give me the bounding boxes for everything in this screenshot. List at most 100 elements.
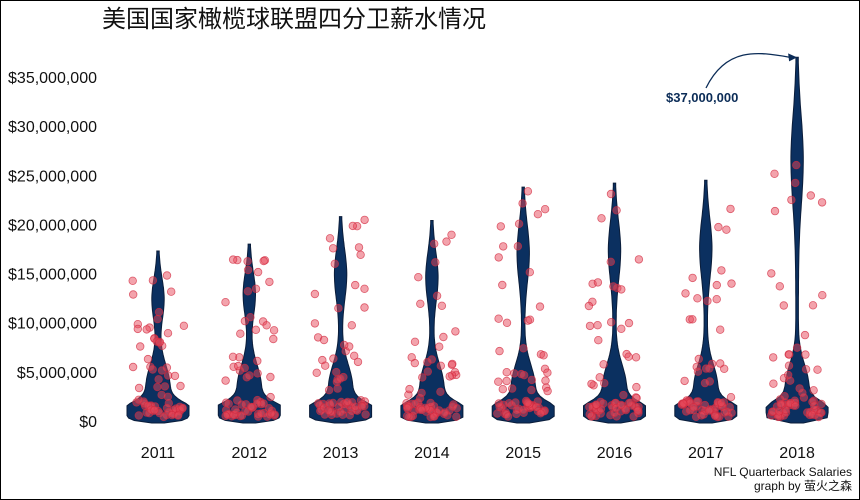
salary-point <box>325 234 335 243</box>
salary-point <box>722 225 731 234</box>
salary-point <box>780 392 789 401</box>
salary-point <box>157 366 167 375</box>
salary-point <box>502 318 512 327</box>
salary-point <box>625 398 634 408</box>
violin-2016 <box>583 182 646 424</box>
salary-point <box>712 295 721 304</box>
salary-point <box>427 355 436 364</box>
salary-point <box>134 383 144 393</box>
salary-point <box>155 338 164 347</box>
salary-point <box>361 410 370 419</box>
salary-point <box>237 411 247 420</box>
salary-point <box>543 386 552 396</box>
salary-point <box>496 222 505 231</box>
salary-point <box>619 390 628 400</box>
salary-point <box>153 382 162 392</box>
salary-point <box>716 398 726 408</box>
caption-source: NFL Quarterback Salaries <box>714 465 852 479</box>
salary-point <box>243 287 253 296</box>
salary-point <box>624 318 634 328</box>
x-tick-label: 2014 <box>414 445 450 462</box>
salary-point <box>221 298 230 307</box>
salary-point <box>525 315 535 324</box>
x-tick-label: 2018 <box>779 445 815 462</box>
salary-point <box>423 367 432 376</box>
salary-point <box>711 411 720 421</box>
salary-point <box>533 209 543 219</box>
salary-point <box>166 287 176 296</box>
salary-point <box>436 387 445 396</box>
salary-point <box>146 362 155 371</box>
salary-point <box>494 399 504 408</box>
salary-point <box>243 257 252 266</box>
salary-point <box>634 255 644 264</box>
salary-point <box>418 373 427 382</box>
salary-point <box>498 385 507 394</box>
salary-points <box>128 160 827 422</box>
salary-point <box>447 360 457 369</box>
salary-point <box>128 290 138 299</box>
salary-point <box>508 384 517 393</box>
salary-point <box>451 327 460 336</box>
salary-point <box>817 399 826 409</box>
y-tick-label: $5,000,000 <box>17 365 97 382</box>
salary-point <box>233 396 242 405</box>
salary-point <box>354 243 364 252</box>
salary-point <box>624 352 633 361</box>
salary-point <box>527 375 536 385</box>
salary-point <box>253 267 263 277</box>
salary-point <box>128 362 138 372</box>
salary-point <box>499 242 508 251</box>
salary-point <box>633 406 642 415</box>
salary-point <box>525 268 534 277</box>
salary-point <box>360 303 369 312</box>
salary-point <box>264 404 274 413</box>
salary-point <box>343 397 352 407</box>
salary-point <box>314 399 323 408</box>
salary-point <box>176 381 185 391</box>
salary-point <box>813 365 822 374</box>
salary-point <box>688 273 697 283</box>
salary-point <box>518 199 527 208</box>
salary-point <box>143 354 153 364</box>
salary-point <box>700 400 710 410</box>
x-tick-label: 2015 <box>505 445 541 462</box>
salary-point <box>494 253 503 262</box>
salary-point <box>410 337 420 346</box>
salary-point <box>253 369 262 378</box>
salary-point <box>770 206 780 216</box>
salary-point <box>726 204 735 214</box>
x-tick-label: 2013 <box>323 445 359 462</box>
salary-point <box>705 364 714 373</box>
salary-point <box>597 214 606 223</box>
salary-point <box>150 406 159 415</box>
salary-point <box>495 346 504 356</box>
salary-point <box>351 280 360 290</box>
salary-point <box>800 330 810 340</box>
salary-point <box>810 401 819 410</box>
salary-point <box>134 395 143 404</box>
salary-point <box>503 412 513 421</box>
salary-point <box>774 407 784 416</box>
salary-point <box>179 321 189 330</box>
salary-point <box>493 409 502 418</box>
y-tick-label: $25,000,000 <box>8 168 97 185</box>
salary-point <box>703 296 712 306</box>
salary-point <box>236 329 245 338</box>
salary-point <box>523 187 533 196</box>
salary-point <box>808 301 818 310</box>
salary-point <box>350 351 359 360</box>
salary-point <box>510 369 519 378</box>
salary-point <box>689 403 698 412</box>
salary-point <box>330 259 339 268</box>
salary-point <box>679 399 688 408</box>
salary-point <box>329 354 338 363</box>
y-axis: $0 $5,000,000 $10,000,000 $15,000,000 $20,00… <box>8 70 97 431</box>
salary-point <box>791 401 800 410</box>
salary-point <box>798 388 807 397</box>
salary-point <box>541 376 550 385</box>
salary-point <box>356 250 365 259</box>
salary-point <box>779 301 788 310</box>
salary-point <box>814 412 823 422</box>
salary-point <box>617 324 626 333</box>
